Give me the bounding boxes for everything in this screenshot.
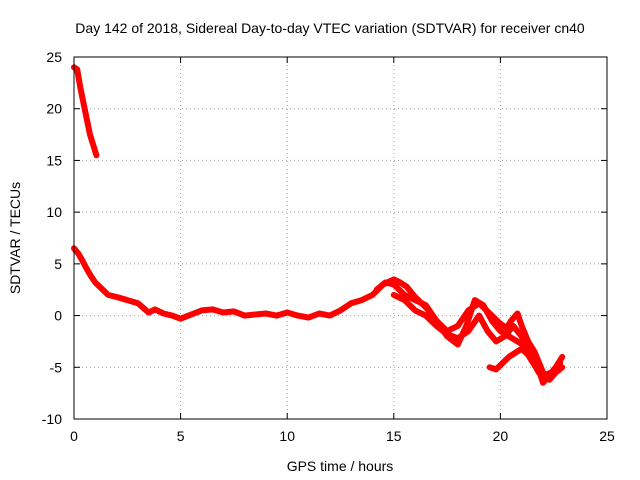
series-line-early-high — [71, 64, 100, 159]
y-tick-label: 15 — [46, 152, 62, 168]
x-tick-label: 20 — [493, 428, 509, 444]
y-tick-label: 0 — [54, 308, 62, 324]
y-tick-label: -10 — [42, 411, 62, 427]
y-tick-label: 5 — [54, 256, 62, 272]
series-line-main — [71, 245, 566, 383]
series-line-late-c — [486, 345, 564, 379]
x-tick-label: 5 — [177, 428, 185, 444]
x-tick-label: 15 — [386, 428, 402, 444]
x-tick-label: 25 — [599, 428, 615, 444]
y-tick-label: 10 — [46, 204, 62, 220]
y-tick-label: 20 — [46, 101, 62, 117]
y-tick-label: 25 — [46, 49, 62, 65]
x-tick-label: 0 — [70, 428, 78, 444]
grid-lines — [74, 57, 607, 419]
y-tick-label: -5 — [50, 359, 63, 375]
axis-ticks: 0 5 10 15 20 25 -10 -5 0 5 10 15 20 25 — [42, 49, 615, 444]
chart-title: Day 142 of 2018, Sidereal Day-to-day VTE… — [75, 20, 585, 36]
plot-frame — [73, 56, 608, 420]
y-axis-label: SDTVAR / TECUs — [7, 182, 23, 294]
series-layer — [71, 64, 566, 386]
x-axis-label: GPS time / hours — [287, 458, 394, 474]
x-tick-label: 10 — [279, 428, 295, 444]
